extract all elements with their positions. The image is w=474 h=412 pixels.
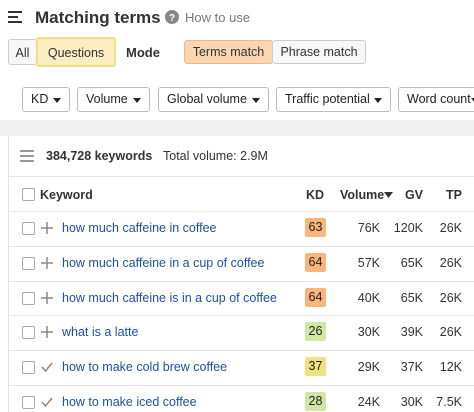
global-volume: 39K xyxy=(400,325,423,340)
global-volume: 120K xyxy=(393,221,423,235)
row-checkbox[interactable] xyxy=(22,326,35,340)
mode-option[interactable]: Phrase match xyxy=(272,40,366,64)
traffic-potential: 7.5K xyxy=(436,395,462,409)
global-volume: 30K xyxy=(400,395,423,409)
row-checkbox[interactable] xyxy=(22,256,35,270)
traffic-potential: 26K xyxy=(439,325,462,340)
add-icon[interactable] xyxy=(41,291,53,304)
separator xyxy=(8,245,474,247)
select-all[interactable] xyxy=(22,188,35,201)
volume: 40K xyxy=(357,290,380,305)
row-checkbox[interactable] xyxy=(22,361,35,375)
column-header[interactable]: TP xyxy=(446,188,462,202)
divider xyxy=(0,120,474,136)
separator xyxy=(8,385,474,386)
svg-text:?: ? xyxy=(169,13,175,24)
volume: 57K xyxy=(357,255,380,270)
keyword-count: 384,728 keywords xyxy=(46,149,153,163)
list-icon xyxy=(20,150,34,162)
kd-badge: 64 xyxy=(305,287,326,307)
global-volume: 65K xyxy=(400,255,423,270)
title: Matching terms xyxy=(35,8,161,27)
global-volume: 37K xyxy=(400,360,423,375)
kd-badge: 63 xyxy=(305,218,326,237)
kd-badge: 28 xyxy=(305,392,326,411)
keyword-link[interactable]: what is a latte xyxy=(62,325,139,340)
column-header[interactable]: Volume xyxy=(340,188,385,202)
keyword-link[interactable]: how much caffeine in coffee xyxy=(62,221,217,235)
separator xyxy=(8,280,474,282)
separator xyxy=(8,211,474,212)
volume: 30K xyxy=(357,325,380,340)
tab[interactable]: All xyxy=(8,39,37,65)
volume: 29K xyxy=(357,360,380,375)
row-checkbox[interactable] xyxy=(22,396,35,409)
column-header[interactable]: GV xyxy=(404,188,423,202)
table-card xyxy=(8,136,474,412)
volume: 76K xyxy=(357,221,380,235)
add-icon[interactable] xyxy=(41,222,53,234)
global-volume: 65K xyxy=(400,290,423,305)
help-icon[interactable]: ? xyxy=(165,10,179,24)
separator xyxy=(8,176,474,177)
keyword-link[interactable]: how much caffeine in a cup of coffee xyxy=(62,255,265,270)
separator xyxy=(8,315,474,317)
keyword-link[interactable]: how to make cold brew coffee xyxy=(62,360,228,375)
kd-badge: 37 xyxy=(305,357,326,377)
column-header[interactable]: KD xyxy=(306,188,325,202)
help-link[interactable]: How to use xyxy=(185,10,251,25)
row-checkbox[interactable] xyxy=(22,222,35,235)
keyword-link[interactable]: how to make iced coffee xyxy=(62,395,197,409)
mode-active[interactable]: Terms match xyxy=(184,40,273,64)
menu-icon[interactable] xyxy=(8,10,22,24)
traffic-potential: 26K xyxy=(439,290,462,305)
added-icon[interactable] xyxy=(41,396,53,408)
mode-label: Mode xyxy=(126,45,160,60)
traffic-potential: 12K xyxy=(439,360,462,375)
volume: 24K xyxy=(357,395,380,409)
sort-icon[interactable] xyxy=(384,192,393,198)
total-volume: Total volume: 2.9M xyxy=(163,149,268,163)
traffic-potential: 26K xyxy=(439,221,462,235)
added-icon[interactable] xyxy=(41,361,53,373)
kd-badge: 64 xyxy=(305,252,326,272)
add-icon[interactable] xyxy=(41,256,53,269)
keyword-link[interactable]: how much caffeine is in a cup of coffee xyxy=(62,290,277,305)
row-checkbox[interactable] xyxy=(22,291,35,305)
filter-dropdown[interactable]: Global volume xyxy=(158,87,269,112)
tab-active[interactable]: Questions xyxy=(36,37,116,67)
separator xyxy=(8,350,474,352)
traffic-potential: 26K xyxy=(439,255,462,270)
filter-dropdown[interactable]: Traffic potential xyxy=(276,87,391,112)
column-header[interactable]: Keyword xyxy=(40,188,93,202)
add-icon[interactable] xyxy=(41,326,53,339)
filter-dropdown[interactable]: Word count xyxy=(398,87,474,112)
kd-badge: 26 xyxy=(305,322,326,342)
filter-dropdown[interactable]: KD xyxy=(22,87,70,112)
filter-dropdown[interactable]: Volume xyxy=(77,87,150,112)
